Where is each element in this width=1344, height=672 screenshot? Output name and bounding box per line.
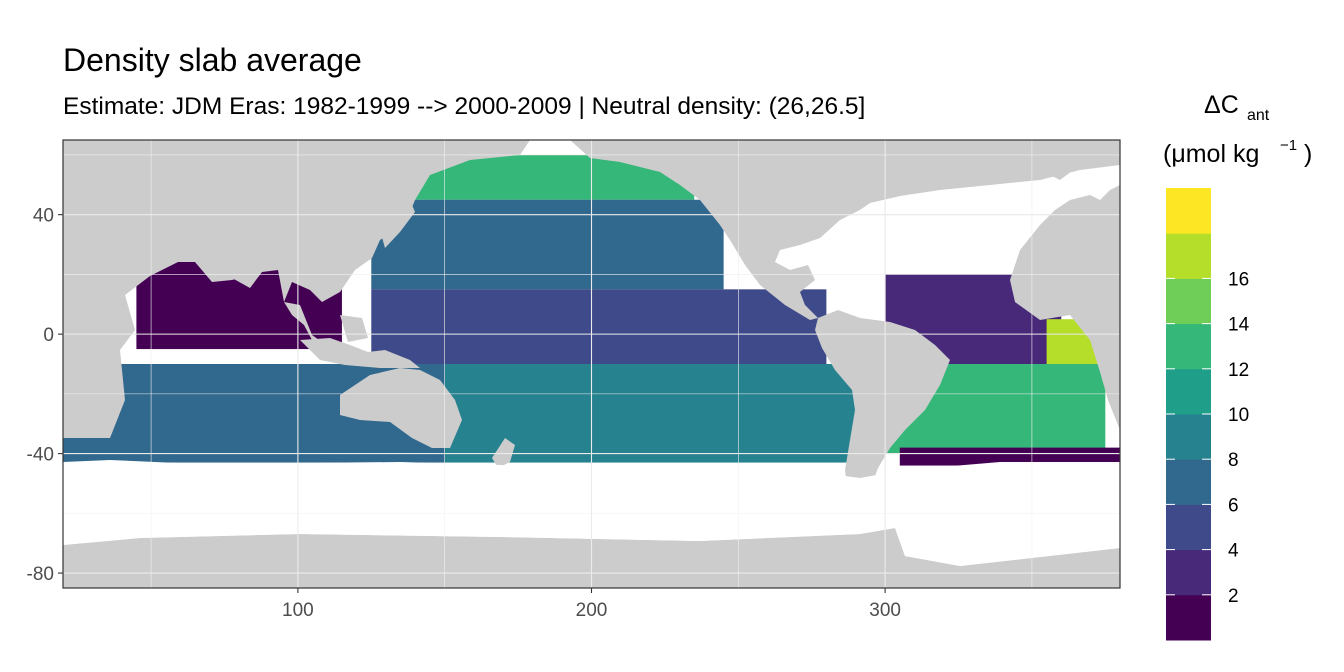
land-greenland — [1000, 140, 1120, 180]
legend-swatch-9 — [1166, 188, 1211, 234]
land-africa-east — [1010, 140, 1120, 430]
legend-swatch-2 — [1166, 504, 1211, 551]
x-tick-label: 300 — [869, 600, 901, 621]
legend-swatch-8 — [1166, 233, 1211, 279]
legend-label: 2 — [1228, 586, 1239, 607]
chart-title: Density slab average — [63, 42, 362, 78]
legend-swatch-7 — [1166, 278, 1211, 325]
legend-unit-close: ) — [1304, 140, 1312, 168]
plot-panel — [63, 140, 1120, 588]
y-tick-label: -80 — [27, 564, 54, 585]
legend-swatch-1 — [1166, 549, 1211, 596]
ocean-region-2 — [371, 199, 724, 290]
y-tick-label: 40 — [33, 206, 54, 227]
legend-label: 4 — [1228, 541, 1239, 562]
land-new-zealand — [492, 438, 515, 468]
legend-swatch-3 — [1166, 459, 1211, 505]
legend-label: 14 — [1228, 315, 1250, 336]
land-north-america — [570, 140, 1120, 320]
legend-label: 12 — [1228, 360, 1249, 381]
land-japan — [380, 200, 415, 248]
land-philippines — [340, 315, 368, 342]
legend-label: 16 — [1228, 269, 1249, 290]
legend: 2 4 6 8 10 12 14 16 ΔC ant (μmol kg −1) — [1163, 91, 1312, 641]
gridlines-overlay — [63, 140, 1120, 588]
legend-swatch-6 — [1166, 323, 1211, 370]
legend-title-sub: ant — [1247, 107, 1270, 124]
y-tick-label: 0 — [43, 325, 54, 346]
ocean-region-3 — [371, 289, 827, 364]
land-indonesia — [300, 338, 420, 368]
legend-label: 6 — [1228, 495, 1239, 516]
legend-unit: (μmol kg — [1163, 140, 1259, 168]
land-eurasia — [63, 140, 530, 302]
chart-subtitle: Estimate: JDM Eras: 1982-1999 --> 2000-2… — [63, 93, 866, 120]
x-tick-label: 100 — [282, 600, 314, 621]
legend-title: ΔC — [1204, 91, 1239, 119]
ocean-region-9 — [899, 447, 1120, 466]
land-australia — [340, 368, 462, 448]
x-tick-label: 200 — [576, 600, 608, 621]
legend-unit-sup: −1 — [1280, 137, 1297, 154]
legend-label: 8 — [1228, 450, 1239, 471]
legend-swatch-5 — [1166, 368, 1211, 415]
y-tick-label: -40 — [27, 445, 54, 466]
legend-swatch-4 — [1166, 414, 1211, 460]
land-south-america — [815, 310, 950, 500]
legend-swatch-0 — [1166, 594, 1211, 641]
legend-label: 10 — [1228, 405, 1249, 426]
